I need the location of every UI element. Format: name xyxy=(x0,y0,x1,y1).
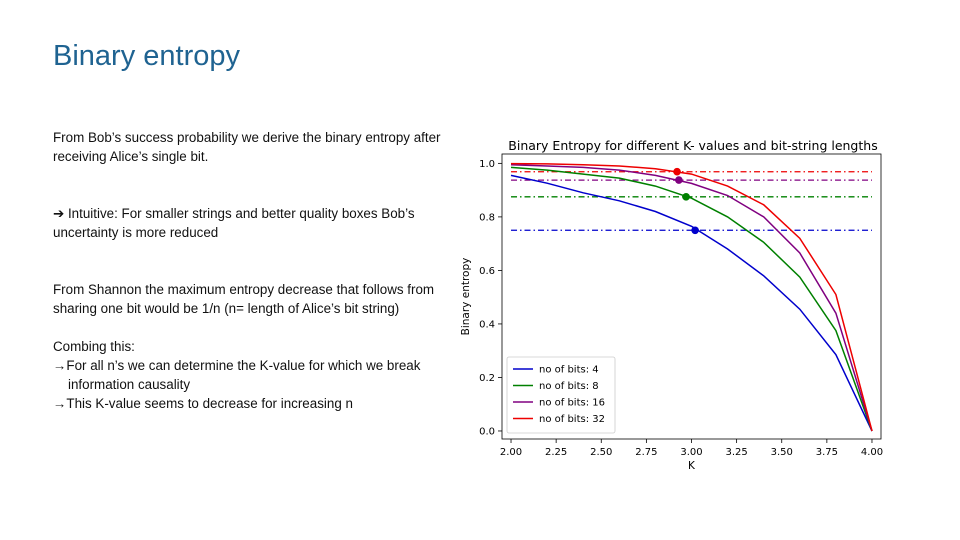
paragraph-intuitive-text: Intuitive: For smaller strings and bette… xyxy=(53,206,415,240)
legend: no of bits: 4 no of bits: 8 no of bits: 16… xyxy=(506,356,616,434)
x-tick-label: 2.25 xyxy=(545,447,567,458)
x-tick-label: 2.75 xyxy=(635,447,657,458)
x-tick-label: 2.00 xyxy=(500,447,522,458)
y-tick-label: 0.8 xyxy=(479,212,495,223)
threshold-marker xyxy=(691,226,699,235)
x-tick-label: 3.50 xyxy=(771,447,793,458)
paragraph-shannon: From Shannon the maximum entropy decreas… xyxy=(53,282,435,316)
legend-label: no of bits: 4 xyxy=(539,365,599,376)
threshold-marker xyxy=(682,193,690,201)
y-tick-label: 0.0 xyxy=(479,426,495,437)
x-tick-label: 2.50 xyxy=(590,447,612,458)
paragraph-intuitive: ➔ Intuitive: For smaller strings and bet… xyxy=(53,204,453,242)
y-tick-label: 0.4 xyxy=(479,319,495,330)
x-tick-label: 4.00 xyxy=(861,447,883,458)
x-tick-label: 3.00 xyxy=(680,447,702,458)
series-line xyxy=(510,163,873,432)
x-tick-label: 3.75 xyxy=(816,447,838,458)
bullet-item: →This K-value seems to decrease for incr… xyxy=(53,396,353,411)
y-tick-label: 1.0 xyxy=(479,159,495,170)
series-line xyxy=(510,166,873,432)
bullet-item: →For all n’s we can determine the K-valu… xyxy=(53,358,421,392)
paragraph-derivation: From Bob’s success probability we derive… xyxy=(53,130,441,164)
series-lines xyxy=(510,162,873,432)
legend-label: no of bits: 16 xyxy=(539,398,605,409)
threshold-marker xyxy=(675,176,683,184)
legend-box xyxy=(506,356,616,434)
text-column: From Bob’s success probability we derive… xyxy=(53,128,453,413)
x-axis-label: K xyxy=(688,460,696,472)
y-tick-label: 0.2 xyxy=(479,373,495,384)
plot-frame xyxy=(501,153,882,440)
paragraph-combining: Combing this: xyxy=(53,339,135,354)
threshold-marker xyxy=(673,167,681,176)
legend-label: no of bits: 32 xyxy=(539,414,605,425)
entropy-chart: Binary Entropy for different K- values a… xyxy=(460,138,883,472)
axis-ticks: 2.00 2.25 2.50 2.75 3.00 3.25 3.50 3.75 4.00 0.0 0… xyxy=(479,159,883,458)
y-axis-label: Binary entropy xyxy=(460,258,472,336)
legend-label: no of bits: 8 xyxy=(539,381,599,392)
threshold-markers xyxy=(673,167,699,235)
slide-title: Binary entropy xyxy=(53,40,240,72)
threshold-lines xyxy=(511,171,872,231)
x-tick-label: 3.25 xyxy=(725,447,747,458)
series-line xyxy=(510,174,873,432)
chart-title: Binary Entropy for different K- values a… xyxy=(508,138,877,153)
arrow-icon: ➔ xyxy=(53,206,68,221)
series-line xyxy=(510,162,873,432)
y-tick-label: 0.6 xyxy=(479,266,495,277)
